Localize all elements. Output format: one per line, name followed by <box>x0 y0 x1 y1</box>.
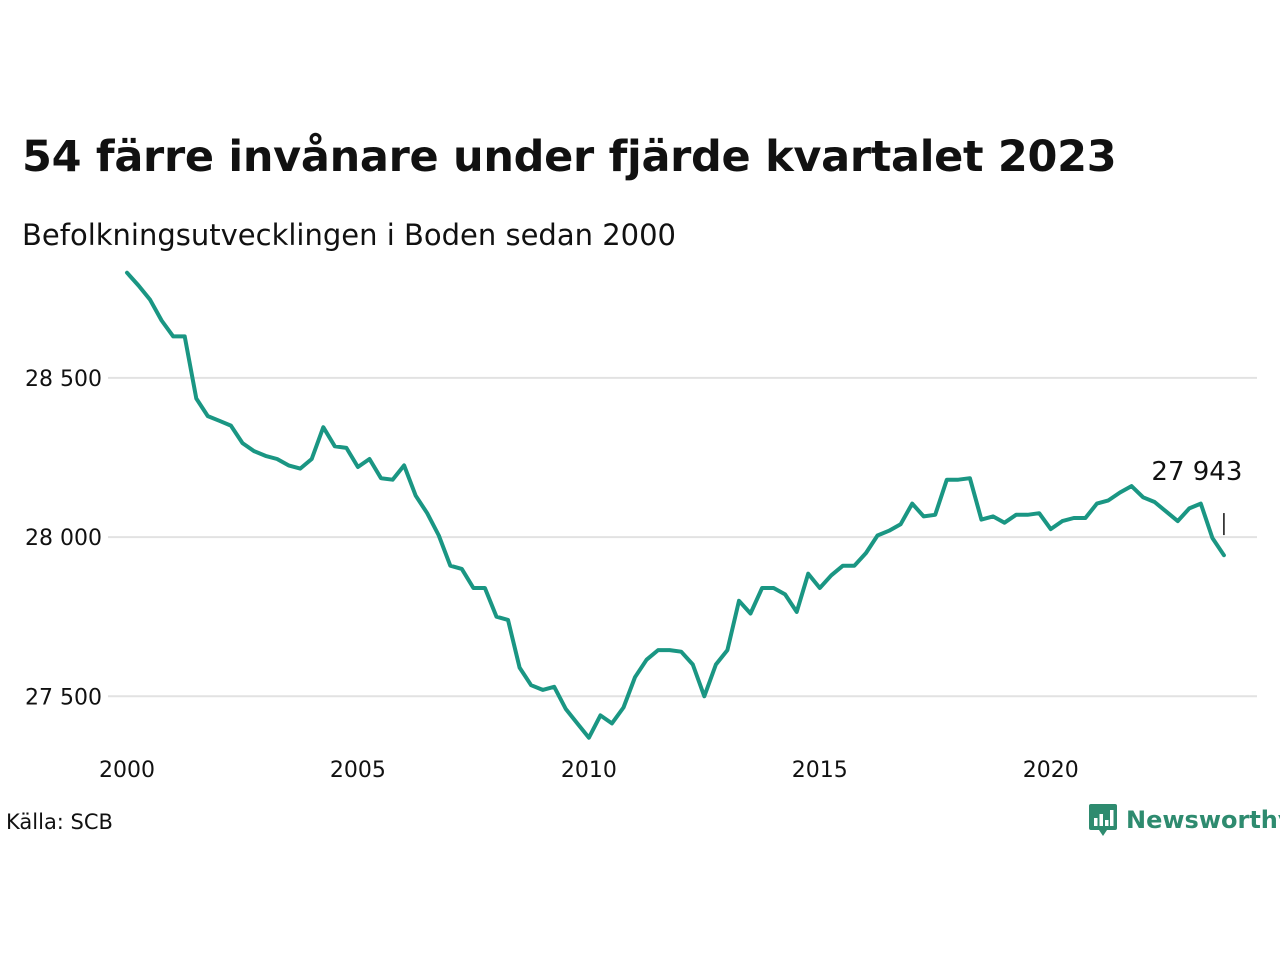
newsworthy-logo-icon <box>1089 804 1117 836</box>
source-label: Källa: SCB <box>6 810 113 834</box>
population-series-line <box>125 270 1226 740</box>
y-tick-label: 27 500 <box>25 685 102 710</box>
brand-name: Newsworthy <box>1126 806 1280 834</box>
chart-subtitle: Befolkningsutvecklingen i Boden sedan 20… <box>22 218 677 252</box>
chart-title: 54 färre invånare under fjärde kvartalet… <box>22 132 1117 182</box>
x-tick-label: 2010 <box>561 758 617 783</box>
x-tick-label: 2020 <box>1023 758 1079 783</box>
brand: Newsworthy <box>1088 802 1280 838</box>
x-tick-label: 2000 <box>99 758 155 783</box>
end-value-label: 27 943 <box>1151 457 1242 487</box>
x-axis-ticks: 2000 2005 2010 2015 2020 <box>99 758 1079 783</box>
x-tick-label: 2015 <box>792 758 848 783</box>
y-axis-ticks: 27 500 28 000 28 500 <box>25 367 102 710</box>
y-tick-label: 28 000 <box>25 526 102 551</box>
y-tick-label: 28 500 <box>25 367 102 392</box>
gridlines <box>108 376 1257 698</box>
x-tick-label: 2005 <box>330 758 386 783</box>
